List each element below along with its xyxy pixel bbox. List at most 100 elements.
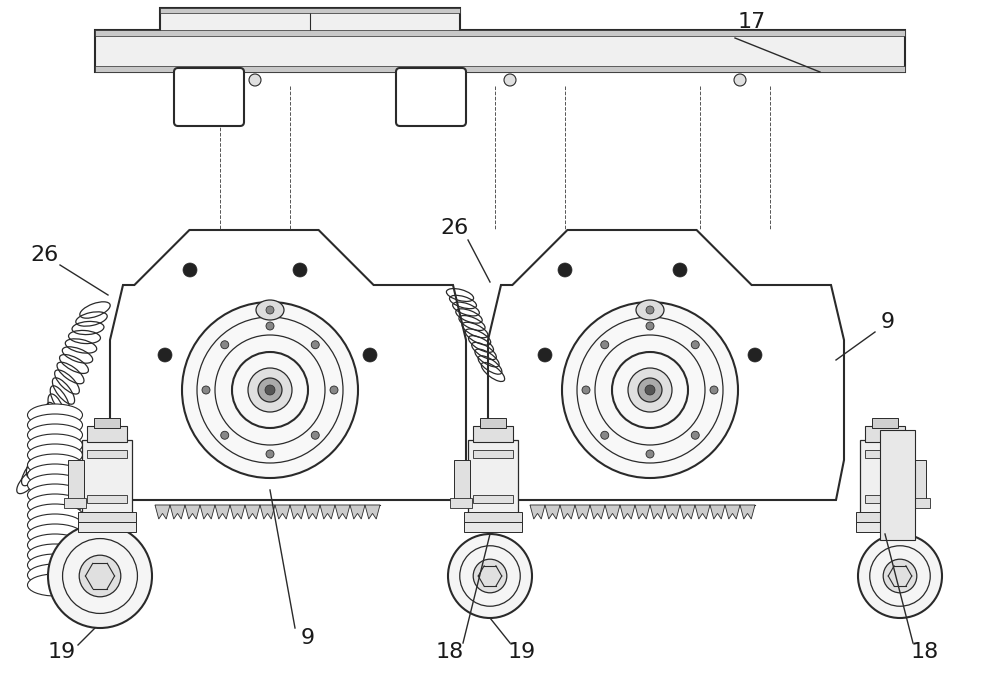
Polygon shape bbox=[575, 505, 590, 519]
Circle shape bbox=[266, 306, 274, 314]
Circle shape bbox=[473, 559, 507, 593]
Bar bbox=[64, 498, 86, 508]
Bar bbox=[860, 440, 910, 515]
Bar bbox=[908, 498, 930, 508]
Ellipse shape bbox=[28, 474, 82, 496]
Polygon shape bbox=[305, 505, 320, 519]
Bar bbox=[468, 440, 518, 515]
Bar bbox=[95, 30, 905, 36]
Ellipse shape bbox=[28, 524, 82, 546]
Circle shape bbox=[311, 431, 319, 439]
Ellipse shape bbox=[28, 534, 82, 556]
Polygon shape bbox=[650, 505, 665, 519]
Circle shape bbox=[691, 341, 699, 349]
Circle shape bbox=[646, 450, 654, 458]
Text: 19: 19 bbox=[508, 642, 536, 662]
Bar bbox=[82, 440, 132, 515]
Bar bbox=[160, 8, 460, 32]
FancyBboxPatch shape bbox=[174, 68, 244, 126]
Circle shape bbox=[710, 386, 718, 394]
Circle shape bbox=[601, 341, 609, 349]
Polygon shape bbox=[110, 230, 466, 500]
Polygon shape bbox=[290, 505, 305, 519]
Polygon shape bbox=[245, 505, 260, 519]
Polygon shape bbox=[320, 505, 335, 519]
Circle shape bbox=[601, 431, 609, 439]
Polygon shape bbox=[710, 505, 725, 519]
Polygon shape bbox=[605, 505, 620, 519]
Bar bbox=[865, 450, 905, 458]
Bar bbox=[160, 8, 460, 13]
Circle shape bbox=[221, 341, 229, 349]
Polygon shape bbox=[215, 505, 230, 519]
Ellipse shape bbox=[28, 504, 82, 526]
Text: 18: 18 bbox=[911, 642, 939, 662]
Circle shape bbox=[293, 263, 307, 277]
Polygon shape bbox=[200, 505, 215, 519]
Bar bbox=[865, 495, 905, 503]
Circle shape bbox=[748, 348, 762, 362]
Polygon shape bbox=[185, 505, 200, 519]
Bar bbox=[87, 495, 127, 503]
Bar bbox=[473, 495, 513, 503]
Circle shape bbox=[158, 348, 172, 362]
Bar bbox=[856, 522, 914, 532]
Circle shape bbox=[183, 263, 197, 277]
Circle shape bbox=[883, 559, 917, 593]
Bar bbox=[87, 426, 127, 442]
Bar bbox=[473, 450, 513, 458]
Circle shape bbox=[248, 368, 292, 412]
Bar bbox=[78, 512, 136, 524]
Ellipse shape bbox=[28, 484, 82, 506]
Circle shape bbox=[673, 263, 687, 277]
Bar bbox=[865, 426, 905, 442]
Bar bbox=[464, 512, 522, 524]
Circle shape bbox=[363, 348, 377, 362]
Bar bbox=[910, 460, 926, 500]
Text: 9: 9 bbox=[881, 312, 895, 332]
Ellipse shape bbox=[28, 564, 82, 586]
Ellipse shape bbox=[28, 574, 82, 596]
Circle shape bbox=[330, 386, 338, 394]
Bar bbox=[95, 30, 905, 72]
Polygon shape bbox=[365, 505, 380, 519]
Text: 18: 18 bbox=[436, 642, 464, 662]
Circle shape bbox=[638, 378, 662, 402]
Bar bbox=[856, 512, 914, 524]
Circle shape bbox=[628, 368, 672, 412]
Ellipse shape bbox=[256, 300, 284, 320]
Ellipse shape bbox=[28, 544, 82, 566]
Bar bbox=[450, 498, 472, 508]
Circle shape bbox=[258, 378, 282, 402]
Text: 19: 19 bbox=[48, 642, 76, 662]
Circle shape bbox=[48, 524, 152, 628]
Bar bbox=[87, 450, 127, 458]
Circle shape bbox=[504, 74, 516, 86]
Text: 26: 26 bbox=[441, 218, 469, 238]
Polygon shape bbox=[275, 505, 290, 519]
Circle shape bbox=[182, 302, 358, 478]
Ellipse shape bbox=[28, 514, 82, 536]
Polygon shape bbox=[260, 505, 275, 519]
Circle shape bbox=[266, 450, 274, 458]
Circle shape bbox=[562, 302, 738, 478]
Polygon shape bbox=[590, 505, 605, 519]
Circle shape bbox=[734, 74, 746, 86]
Polygon shape bbox=[725, 505, 740, 519]
Circle shape bbox=[646, 306, 654, 314]
Circle shape bbox=[266, 322, 274, 330]
Polygon shape bbox=[545, 505, 560, 519]
Circle shape bbox=[448, 534, 532, 618]
Bar bbox=[454, 460, 470, 500]
Circle shape bbox=[558, 263, 572, 277]
Ellipse shape bbox=[28, 554, 82, 576]
Circle shape bbox=[202, 386, 210, 394]
Circle shape bbox=[249, 74, 261, 86]
Circle shape bbox=[311, 341, 319, 349]
Ellipse shape bbox=[28, 454, 82, 476]
Ellipse shape bbox=[28, 434, 82, 456]
Bar bbox=[872, 418, 898, 428]
Polygon shape bbox=[665, 505, 680, 519]
Bar bbox=[68, 460, 84, 500]
Ellipse shape bbox=[28, 424, 82, 446]
